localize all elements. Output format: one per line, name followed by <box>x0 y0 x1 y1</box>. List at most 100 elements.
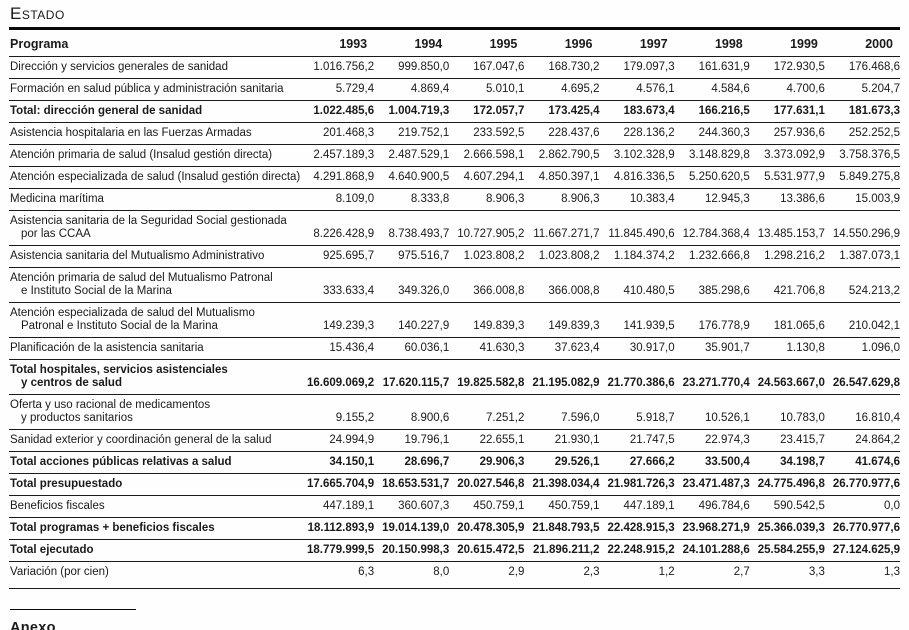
cell-value: 149.839,3 <box>449 302 525 338</box>
table-row: Total presupuestado 17.665.704,9 18.653.53… <box>9 473 900 496</box>
cell-value: 1.298.216,2 <box>749 245 825 268</box>
table-row: Dirección y servicios generales de sanid… <box>9 56 900 79</box>
cell-value: 21.398.034,4 <box>524 473 600 496</box>
cell-value: 25.366.039,3 <box>749 517 825 540</box>
cell-value: 8.109,0 <box>299 188 375 211</box>
cell-value: 5.729,4 <box>299 78 375 101</box>
cell-value: 179.097,3 <box>599 56 675 79</box>
cell-value: 450.759,1 <box>524 495 600 518</box>
column-header-year: 1999 <box>749 30 825 57</box>
page-title: Estado <box>10 4 65 23</box>
cell-value: 10.727.905,2 <box>449 210 525 246</box>
row-label-line: por las CCAA <box>21 228 91 240</box>
cell-value: 13.485.153,7 <box>749 210 825 246</box>
cell-value: 20.150.998,3 <box>374 539 450 562</box>
cell-value: 219.752,1 <box>374 122 450 145</box>
cell-value: 447.189,1 <box>299 495 375 518</box>
table-row: Variación (por cien) 6,3 8,0 2,9 2,3 1,2 2,7 3,… <box>9 561 900 589</box>
cell-value: 5.010,1 <box>449 78 525 101</box>
cell-value: 421.706,8 <box>749 267 825 303</box>
cell-value: 10.526,1 <box>674 394 750 430</box>
row-label: Oferta y uso racional de medicamentos y p… <box>9 394 299 430</box>
cell-value: 2.666.598,1 <box>449 144 525 167</box>
cell-value: 141.939,5 <box>599 302 675 338</box>
cell-value: 524.213,2 <box>824 267 900 303</box>
cell-value: 177.631,1 <box>749 100 825 123</box>
column-header-programa: Programa <box>9 30 299 57</box>
cell-value: 975.516,7 <box>374 245 450 268</box>
cell-value: 37.623,4 <box>524 337 600 360</box>
cell-value: 9.155,2 <box>299 394 375 430</box>
cell-value: 12.784.368,4 <box>674 210 750 246</box>
cell-value: 4.700,6 <box>749 78 825 101</box>
cell-value: 1.022.485,6 <box>299 100 375 123</box>
row-label: Asistencia sanitaria del Mutualismo Admi… <box>9 245 299 268</box>
table-row: Oferta y uso racional de medicamentos y p… <box>9 394 900 430</box>
cell-value: 181.673,3 <box>824 100 900 123</box>
cell-value: 34.198,7 <box>749 451 825 474</box>
cell-value: 12.945,3 <box>674 188 750 211</box>
cell-value: 333.633,4 <box>299 267 375 303</box>
row-label: Asistencia hospitalaria en las Fuerzas A… <box>9 122 299 145</box>
table-row: Formación en salud pública y administrac… <box>9 78 900 101</box>
cell-value: 4.584,6 <box>674 78 750 101</box>
table-row: Total acciones públicas relativas a salu… <box>9 451 900 474</box>
cell-value: 1.096,0 <box>824 337 900 360</box>
table-row: Beneficios fiscales 447.189,1 360.607,3 450… <box>9 495 900 518</box>
cell-value: 24.864,2 <box>824 429 900 452</box>
row-label-line: Total ejecutado <box>10 544 94 556</box>
cell-value: 4.816.336,5 <box>599 166 675 189</box>
cell-value: 19.825.582,8 <box>449 359 525 395</box>
cell-value: 41.630,3 <box>449 337 525 360</box>
cell-value: 5.918,7 <box>599 394 675 430</box>
row-label: Total ejecutado <box>9 539 299 562</box>
row-label: Dirección y servicios generales de sanid… <box>9 56 299 79</box>
cell-value: 201.468,3 <box>299 122 375 145</box>
table-row: Total programas + beneficios fiscales 18.… <box>9 517 900 540</box>
cell-value: 1.184.374,2 <box>599 245 675 268</box>
cell-value: 20.478.305,9 <box>449 517 525 540</box>
cell-value: 1.232.666,8 <box>674 245 750 268</box>
row-label: Total: dirección general de sanidad <box>9 100 299 123</box>
cell-value: 24.775.496,8 <box>749 473 825 496</box>
cell-value: 228.437,6 <box>524 122 600 145</box>
cell-value: 15.436,4 <box>299 337 375 360</box>
column-header-year: 1994 <box>374 30 450 57</box>
cell-value: 590.542,5 <box>749 495 825 518</box>
cell-value: 26.547.629,8 <box>824 359 900 395</box>
row-label-line: Beneficios fiscales <box>10 500 105 512</box>
cell-value: 4.291.868,9 <box>299 166 375 189</box>
cell-value: 4.695,2 <box>524 78 600 101</box>
row-label-line: Planificación de la asistencia sanitaria <box>10 342 204 354</box>
cell-value: 23.968.271,9 <box>674 517 750 540</box>
table-row: Total hospitales, servicios asistenciale… <box>9 359 900 395</box>
row-label: Atención primaria de salud del Mutualism… <box>9 267 299 303</box>
table-row: Medicina marítima 8.109,0 8.333,8 8.906,3 8.… <box>9 188 900 211</box>
cell-value: 26.770.977,6 <box>824 473 900 496</box>
cell-value: 10.383,4 <box>599 188 675 211</box>
cell-value: 2,3 <box>524 561 600 589</box>
column-header-year: 2000 <box>824 30 900 57</box>
table-body: Dirección y servicios generales de sanid… <box>9 56 900 589</box>
cell-value: 2.487.529,1 <box>374 144 450 167</box>
row-label: Beneficios fiscales <box>9 495 299 518</box>
row-label-line: Total acciones públicas relativas a salu… <box>10 456 232 468</box>
cell-value: 3.373.092,9 <box>749 144 825 167</box>
table-row: Atención especializada de salud del Mutu… <box>9 302 900 338</box>
cell-value: 21.848.793,5 <box>524 517 600 540</box>
cell-value: 19.796,1 <box>374 429 450 452</box>
cell-value: 33.500,4 <box>674 451 750 474</box>
cell-value: 1.023.808,2 <box>524 245 600 268</box>
footnote-rule <box>10 609 136 610</box>
row-label-line: y centros de salud <box>21 377 122 389</box>
cell-value: 15.003,9 <box>824 188 900 211</box>
cell-value: 149.839,3 <box>524 302 600 338</box>
row-label: Asistencia sanitaria de la Seguridad Soc… <box>9 210 299 246</box>
cell-value: 19.014.139,0 <box>374 517 450 540</box>
cell-value: 8.906,3 <box>449 188 525 211</box>
cell-value: 4.607.294,1 <box>449 166 525 189</box>
cell-value: 3,3 <box>749 561 825 589</box>
cell-value: 4.640.900,5 <box>374 166 450 189</box>
cell-value: 181.065,6 <box>749 302 825 338</box>
row-label: Atención primaria de salud (Insalud gest… <box>9 144 299 167</box>
